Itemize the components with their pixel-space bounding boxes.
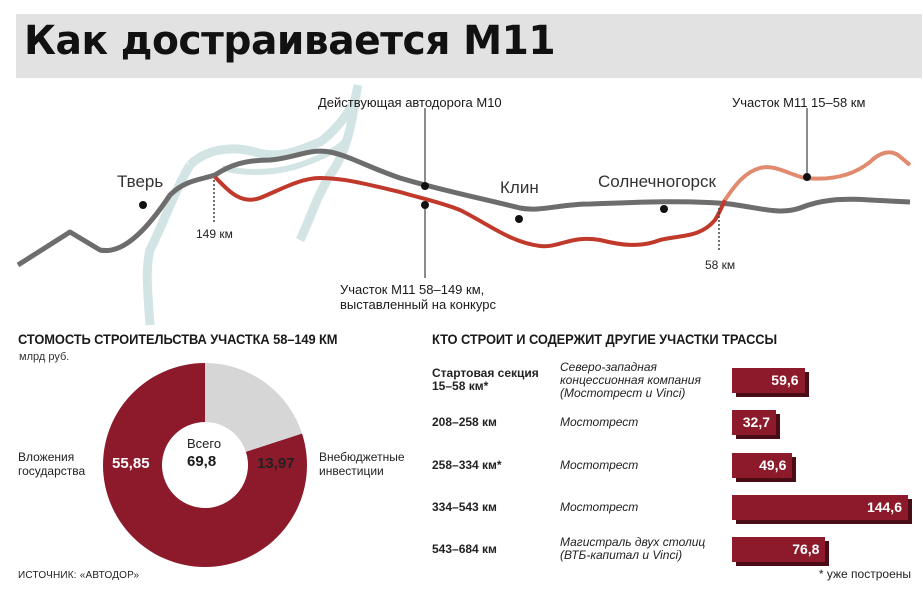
donut-slice-0: [103, 363, 308, 567]
source: ИСТОЧНИК: «АВТОДОР»: [18, 570, 140, 581]
donut-center-label: Всего: [187, 436, 222, 451]
m10-road: [16, 148, 911, 268]
bar-value-4: 76,8: [792, 541, 820, 557]
section-label-0: Стартовая секция 15–58 км*: [432, 367, 552, 393]
bar-value-2: 49,6: [759, 457, 787, 473]
bar-4: [732, 537, 826, 562]
company-label-line: Мостотрест: [560, 414, 639, 429]
company-label-1: Мостотрест: [560, 414, 730, 429]
donut-legend-state-line2: государства: [18, 464, 86, 478]
city-dot-tver: [139, 201, 147, 209]
section-58-149-label-1: Участок М11 58–149 км,: [340, 282, 485, 297]
bar-value-0: 59,6: [771, 372, 799, 388]
company-label-line: (Мостотрест и Vinci): [560, 385, 686, 400]
bar-0: [732, 368, 805, 393]
bar-2: [732, 453, 793, 478]
bar-value-3: 144,6: [866, 499, 902, 515]
donut-chart: [103, 363, 308, 567]
company-label-line: концессионная компания: [560, 372, 701, 387]
bar-1: [732, 410, 776, 435]
donut-value-private: 13,97: [257, 455, 295, 472]
route-map: [16, 84, 912, 326]
section-15-58-label: Участок М11 15–58 км: [732, 95, 866, 110]
m10-point: [421, 182, 429, 190]
donut-center-value: 69,8: [187, 453, 217, 470]
bar-3: [732, 495, 908, 520]
section-label-3: 334–543 км: [432, 499, 552, 514]
footnote: * уже построены: [818, 567, 911, 581]
city-dot-klin: [515, 215, 523, 223]
company-label-line: (ВТБ-капитал и Vinci): [560, 548, 683, 562]
company-label-2: Мостотрест: [560, 457, 730, 472]
company-label-line: Мостотрест: [560, 457, 639, 472]
city-solnechnogorsk: Солнечногорск: [598, 172, 716, 191]
m10-label: Действующая автодорога М10: [318, 95, 502, 110]
km149-label: 149 км: [196, 227, 233, 241]
section-label-line: 334–543 км: [432, 499, 497, 514]
section-label-line: Стартовая секция: [432, 366, 539, 380]
donut-legend-private-line2: инвестиции: [319, 464, 384, 478]
company-label-line: Магистраль двух столиц: [560, 535, 706, 549]
cost-unit: млрд руб.: [19, 351, 70, 363]
company-label-line: Мостотрест: [560, 499, 639, 514]
donut-legend-state-line1: Вложения: [18, 450, 75, 464]
donut-legend-state: Вложения государства: [18, 450, 85, 478]
title-box: [16, 14, 922, 78]
company-label-0: Северо-западная концессионная компания (Мо…: [560, 359, 730, 400]
donut-slice-1: [205, 363, 303, 452]
m11-built-road: [723, 150, 912, 202]
section-58-149-label-2: выставленный на конкурс: [340, 297, 496, 312]
donut-legend-private: Внебюджетные инвестиции: [319, 450, 405, 478]
section-label-line: 208–258 км: [432, 414, 497, 429]
bar-value-1: 32,7: [742, 414, 770, 430]
section-label-line: 258–334 км*: [432, 457, 502, 472]
section-label-2: 258–334 км*: [432, 457, 552, 472]
company-label-3: Мостотрест: [560, 499, 730, 514]
city-dot-solnechnogorsk: [660, 205, 668, 213]
m11-tender-point: [421, 201, 429, 209]
company-label-line: Северо-западная: [560, 359, 657, 374]
section-label-1: 208–258 км: [432, 414, 552, 429]
company-label-4: Магистраль двух столиц (ВТБ-капитал и Vin…: [560, 536, 730, 562]
section-label-line: 543–684 км: [432, 541, 497, 556]
city-tver: Тверь: [117, 172, 164, 191]
builders-title: КТО СТРОИТ И СОДЕРЖИТ ДРУГИЕ УЧАСТКИ ТРА…: [432, 331, 778, 347]
donut-value-state: 55,85: [112, 455, 150, 472]
page-title: Как достраивается М11: [24, 18, 556, 64]
section-label-line: 15–58 км*: [432, 379, 489, 393]
m11-tender-road: [213, 175, 727, 249]
section-label-4: 543–684 км: [432, 541, 552, 556]
km58-label: 58 км: [705, 258, 736, 272]
section-15-58-point: [803, 173, 811, 181]
donut-legend-private-line1: Внебюджетные: [319, 450, 405, 464]
river: [142, 84, 363, 326]
river-branch: [221, 133, 353, 175]
cost-title: СТОМОСТЬ СТРОИТЕЛЬСТВА УЧАСТКА 58–149 КМ: [18, 331, 338, 347]
city-klin: Клин: [500, 178, 539, 197]
